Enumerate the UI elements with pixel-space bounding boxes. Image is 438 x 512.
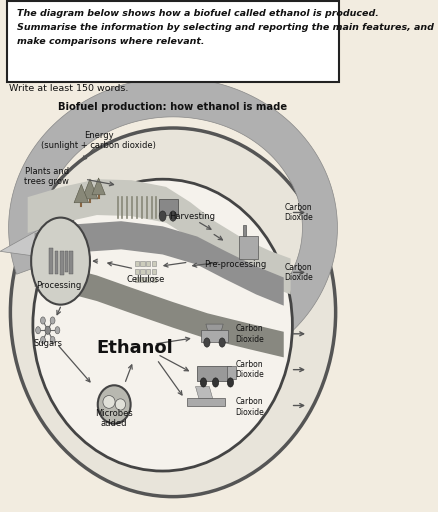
Bar: [238, 236, 257, 259]
Bar: [146, 269, 150, 274]
Bar: [151, 269, 155, 274]
Circle shape: [35, 327, 40, 334]
Text: Biofuel production: how ethanol is made: Biofuel production: how ethanol is made: [58, 102, 287, 113]
Circle shape: [40, 336, 45, 344]
Circle shape: [50, 336, 55, 344]
Ellipse shape: [115, 399, 125, 410]
Ellipse shape: [102, 395, 115, 409]
Ellipse shape: [11, 128, 335, 497]
Bar: [140, 261, 144, 266]
Bar: [159, 199, 178, 215]
Polygon shape: [82, 179, 98, 199]
Bar: [146, 261, 150, 266]
Polygon shape: [0, 214, 74, 262]
Bar: [69, 251, 73, 274]
Bar: [49, 248, 53, 274]
Circle shape: [227, 378, 233, 387]
Polygon shape: [35, 221, 283, 306]
Text: Cellulose: Cellulose: [126, 274, 164, 284]
Polygon shape: [35, 261, 283, 357]
Bar: [134, 261, 139, 266]
Text: Carbon
Dioxide: Carbon Dioxide: [283, 203, 312, 222]
Text: Pre-processing: Pre-processing: [204, 260, 266, 269]
Text: Energy
(sunlight + carbon dioxide): Energy (sunlight + carbon dioxide): [41, 131, 155, 150]
Text: Write at least 150 words.: Write at least 150 words.: [9, 84, 128, 93]
Text: Ethanol: Ethanol: [96, 339, 173, 357]
Circle shape: [50, 317, 55, 324]
Text: L: L: [122, 232, 168, 301]
Circle shape: [55, 327, 60, 334]
Bar: [226, 366, 235, 379]
Bar: [60, 251, 64, 275]
Text: T: T: [183, 232, 232, 301]
Bar: [151, 277, 155, 282]
Polygon shape: [205, 324, 223, 330]
Bar: [242, 225, 246, 236]
Bar: [200, 330, 227, 342]
Text: Carbon
Dioxide: Carbon Dioxide: [234, 397, 263, 417]
Bar: [134, 269, 139, 274]
Bar: [151, 261, 155, 266]
Circle shape: [200, 378, 206, 387]
Text: The diagram below shows how a biofuel called ethanol is produced.: The diagram below shows how a biofuel ca…: [17, 9, 378, 18]
Polygon shape: [195, 387, 212, 399]
Circle shape: [40, 317, 45, 324]
Text: Processing: Processing: [36, 281, 81, 290]
Text: E: E: [51, 232, 101, 301]
Bar: [146, 277, 150, 282]
FancyBboxPatch shape: [7, 1, 338, 82]
Polygon shape: [28, 179, 290, 294]
Ellipse shape: [98, 385, 131, 424]
Text: Carbon
Dioxide: Carbon Dioxide: [234, 360, 263, 379]
Text: Sugars: Sugars: [33, 338, 62, 348]
Text: Summarise the information by selecting and reporting the main features, and: Summarise the information by selecting a…: [17, 23, 432, 32]
Circle shape: [31, 218, 90, 305]
Bar: [187, 398, 224, 406]
Bar: [140, 277, 144, 282]
Text: I: I: [14, 232, 41, 301]
Polygon shape: [9, 78, 337, 334]
Text: Carbon
Dioxide: Carbon Dioxide: [234, 324, 263, 344]
Text: Plants and
trees grow: Plants and trees grow: [24, 167, 69, 186]
Bar: [64, 251, 68, 272]
Ellipse shape: [33, 179, 292, 471]
Circle shape: [45, 326, 50, 334]
Polygon shape: [92, 178, 105, 195]
Text: make comparisons where relevant.: make comparisons where relevant.: [17, 37, 204, 46]
Bar: [140, 269, 144, 274]
Circle shape: [219, 338, 225, 347]
Circle shape: [169, 211, 176, 221]
Text: S: S: [244, 232, 295, 301]
Text: Microbes
added: Microbes added: [95, 409, 133, 428]
Text: Harvesting: Harvesting: [169, 211, 215, 221]
Circle shape: [212, 378, 218, 387]
Circle shape: [203, 338, 209, 347]
Bar: [55, 251, 58, 273]
Circle shape: [159, 211, 166, 221]
Text: Carbon
Dioxide: Carbon Dioxide: [283, 263, 312, 282]
Bar: [196, 366, 231, 381]
Polygon shape: [74, 184, 88, 203]
Bar: [134, 277, 139, 282]
